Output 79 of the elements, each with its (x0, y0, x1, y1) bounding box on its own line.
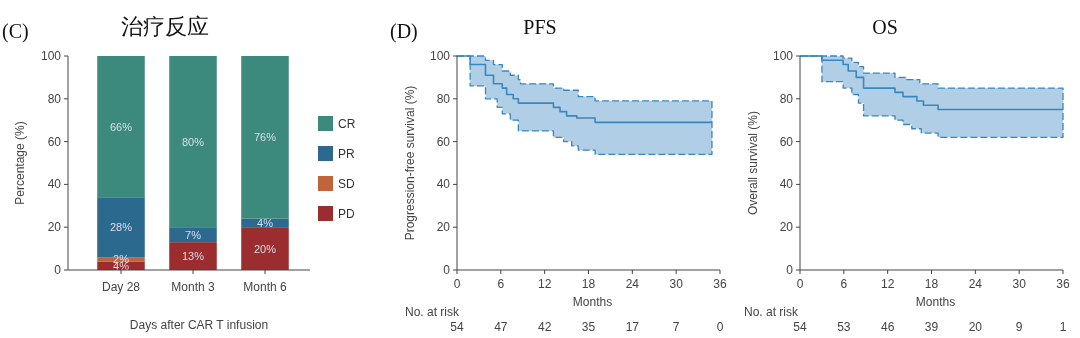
bar (97, 56, 145, 198)
y-tick-label: 80 (779, 91, 794, 106)
text: 39 (924, 320, 939, 334)
data-label: 13% (181, 250, 205, 263)
y-tick-label: 40 (779, 177, 794, 192)
x-tick-label: 18 (581, 277, 596, 291)
x-axis-title: Months (572, 295, 613, 309)
y-tick-label: 0 (443, 263, 451, 277)
legend-label: SD (338, 177, 355, 191)
text: 20 (968, 320, 983, 334)
y-tick-label: 100 (772, 49, 794, 63)
y-axis-title: Percentage (%) (13, 121, 27, 205)
text: 54 (793, 320, 807, 334)
y-tick-label: 40 (47, 177, 62, 192)
x-tick-label: Day 28 (101, 280, 141, 294)
data-label: 76% (253, 131, 277, 144)
x-tick-label: 24 (968, 277, 983, 291)
bar (241, 227, 289, 270)
text: (D) (390, 20, 418, 43)
data-label: 80% (181, 135, 205, 148)
text: 1 (1059, 320, 1067, 334)
x-axis-title: Months (915, 295, 956, 309)
legend-label: PD (338, 207, 355, 221)
text: 47 (494, 320, 508, 334)
x-tick-label: 36 (713, 277, 727, 291)
legend-label: PR (338, 147, 355, 161)
x-tick-label: 6 (497, 277, 505, 291)
y-tick-label: 20 (779, 220, 794, 235)
y-tick-label: 0 (54, 263, 62, 277)
x-tick-label: 0 (796, 277, 804, 291)
x-tick-label: 6 (840, 277, 848, 291)
x-axis-title: Days after CAR T infusion (129, 318, 269, 332)
x-tick-label: Month 3 (171, 280, 216, 294)
data-label: 66% (109, 120, 133, 133)
bar (241, 56, 289, 219)
x-tick-label: 0 (453, 277, 461, 291)
chart-title: 治疗反应 (121, 14, 209, 39)
text: No. at risk (744, 305, 800, 319)
y-tick-label: 20 (47, 220, 62, 235)
x-tick-label: 12 (880, 277, 895, 291)
text: 17 (625, 320, 640, 334)
data-label: 4% (257, 216, 274, 229)
x-tick-label: 18 (924, 277, 939, 291)
y-tick-label: 80 (436, 91, 451, 106)
y-axis-title: Progression-free survival (%) (403, 85, 417, 241)
x-tick-label: 12 (537, 277, 552, 291)
text: 7 (672, 320, 680, 334)
y-tick-label: 100 (429, 49, 451, 63)
data-label: 7% (185, 228, 202, 241)
y-tick-label: 40 (436, 177, 451, 192)
text: 9 (1015, 320, 1023, 334)
x-tick-label: 30 (1012, 277, 1027, 291)
text: No. at risk (405, 305, 461, 319)
y-tick-label: 80 (47, 91, 62, 106)
bar (169, 227, 217, 243)
y-tick-label: 60 (47, 134, 62, 149)
y-axis-title: Overall survival (%) (746, 110, 760, 216)
x-tick-label: 24 (625, 277, 640, 291)
y-tick-label: 60 (779, 134, 794, 149)
data-label: 28% (109, 221, 133, 234)
data-label: 20% (253, 242, 277, 255)
x-tick-label: 30 (669, 277, 684, 291)
text: 54 (450, 320, 464, 334)
text: 53 (837, 320, 851, 334)
bar (169, 56, 217, 228)
text: 42 (537, 320, 552, 334)
legend-label: CR (338, 117, 356, 131)
text: 0 (716, 320, 724, 334)
y-tick-label: 100 (40, 49, 62, 63)
text: 46 (880, 320, 895, 334)
y-tick-label: 20 (436, 220, 451, 235)
chart-title: PFS (523, 16, 557, 38)
y-tick-label: 0 (786, 263, 794, 277)
x-tick-label: Month 6 (243, 280, 288, 294)
x-tick-label: 36 (1056, 277, 1070, 291)
text: (C) (2, 20, 29, 43)
text: 35 (581, 320, 596, 334)
chart-title: OS (872, 16, 898, 38)
y-tick-label: 60 (436, 134, 451, 149)
